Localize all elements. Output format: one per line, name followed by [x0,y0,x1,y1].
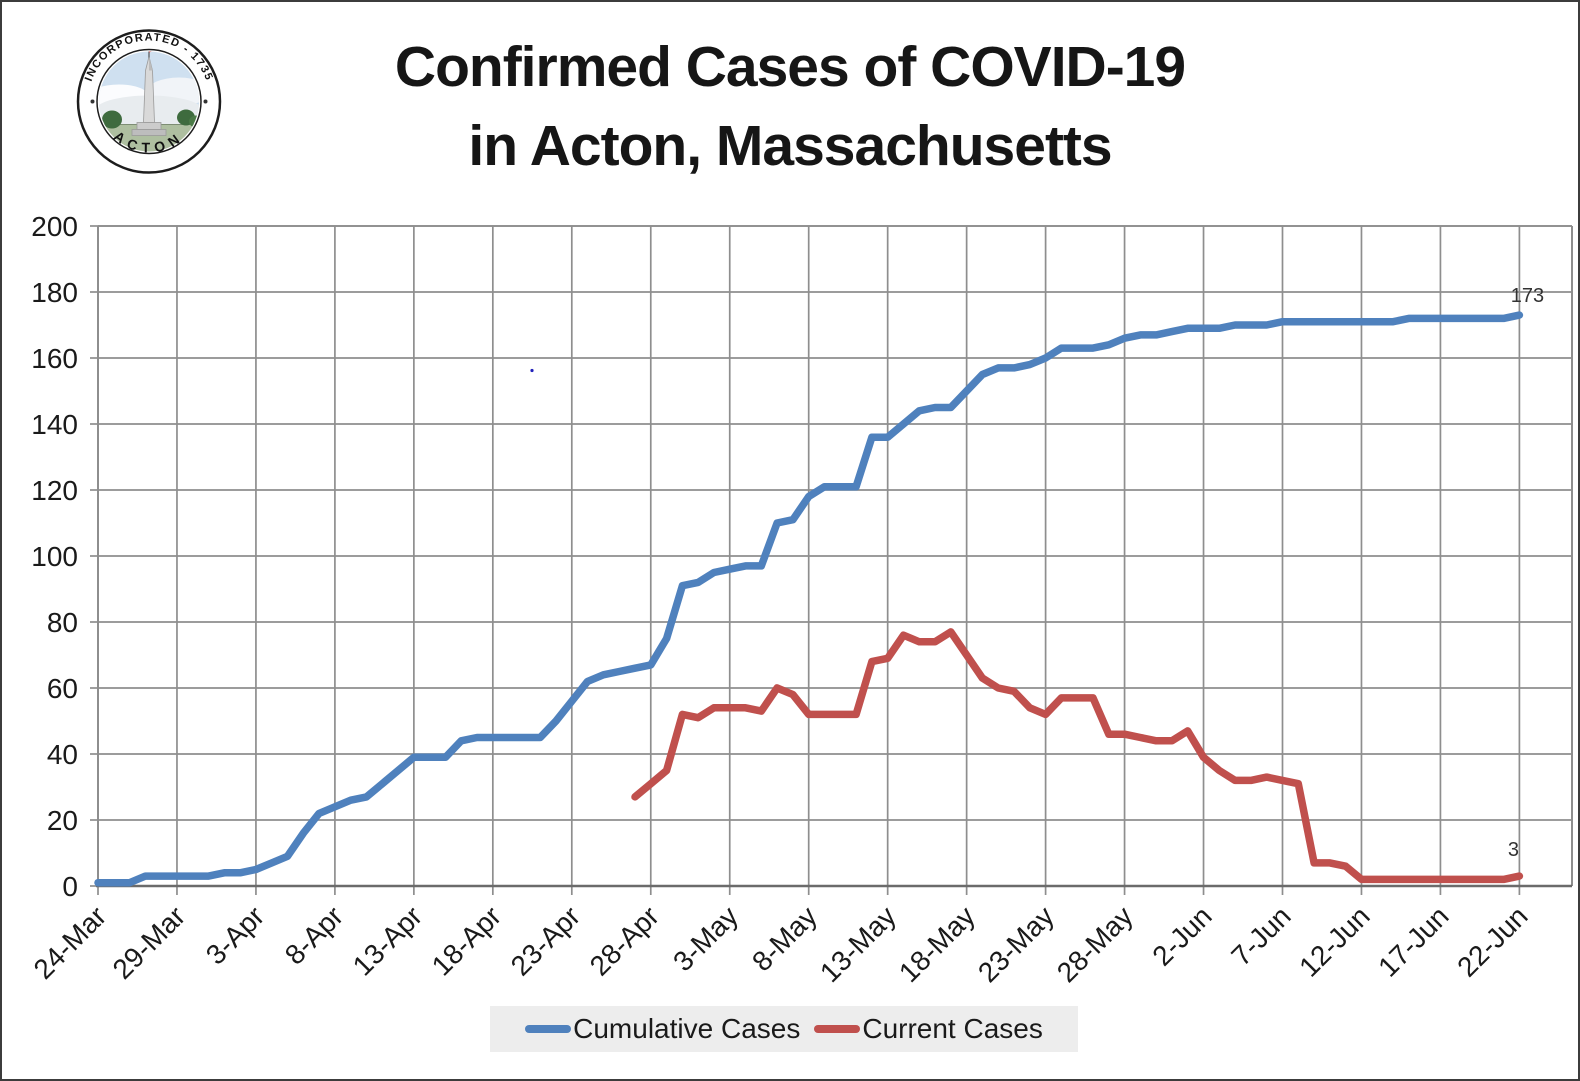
x-tick-label: 7-Jun [1225,900,1296,971]
y-tick-label: 60 [47,673,78,704]
y-tick-label: 180 [31,277,78,308]
x-tick-label: 3-Apr [200,900,270,970]
legend-label-current: Current Cases [862,1013,1043,1044]
end-label-cumulative-line: 173 [1511,285,1544,307]
x-tick-label: 28-Apr [584,900,665,981]
x-tick-label: 28-May [1051,900,1139,988]
cumulative-line [94,311,1524,887]
seal-scene [99,51,199,152]
x-tick-label: 23-Apr [505,900,586,981]
acton-town-seal-logo: INCORPORATED - 1735 ACTON [76,29,222,174]
stray-dot [530,368,534,373]
legend-item-cumulative: Cumulative Cases [525,1013,800,1045]
x-tick-label: 13-Apr [347,900,428,981]
x-tick-label: 18-Apr [426,900,507,981]
x-tick-label: 17-Jun [1372,900,1454,982]
chart-title-line2: in Acton, Massachusetts [468,114,1112,179]
x-tick-label: 2-Jun [1146,900,1217,971]
x-tick-label: 24-Mar [28,900,113,985]
y-tick-label: 100 [31,541,78,572]
chart-title-line1: Confirmed Cases of COVID-19 [394,35,1186,99]
y-tick-label: 80 [47,607,78,638]
y-tick-label: 0 [62,871,78,902]
legend-label-cumulative: Cumulative Cases [573,1013,801,1044]
x-tick-label: 12-Jun [1293,900,1375,982]
x-tick-label: 3-May [667,900,744,977]
current-line [631,628,1524,884]
y-tick-label: 120 [31,475,78,506]
y-tick-label: 160 [31,343,78,374]
y-tick-label: 40 [47,739,78,770]
current-line-swatch [814,1025,861,1033]
x-tick-label: 8-May [746,900,823,977]
x-tick-label: 18-May [893,900,981,988]
cumulative-line-swatch [525,1025,572,1033]
x-tick-label: 23-May [972,900,1060,988]
end-label-current-line: 3 [1508,839,1519,861]
chart-title: Confirmed Cases of COVID-19 in Acton, Ma… [222,32,1358,183]
chart-legend: Cumulative Cases Current Cases [490,1006,1078,1052]
legend-item-current: Current Cases [814,1013,1043,1045]
y-tick-label: 200 [31,211,78,242]
x-tick-label: 22-Jun [1451,900,1533,982]
x-tick-label: 8-Apr [279,900,349,970]
x-tick-label: 13-May [814,900,902,988]
y-tick-label: 140 [31,409,78,440]
y-tick-label: 20 [47,805,78,836]
x-tick-label: 29-Mar [107,900,192,985]
